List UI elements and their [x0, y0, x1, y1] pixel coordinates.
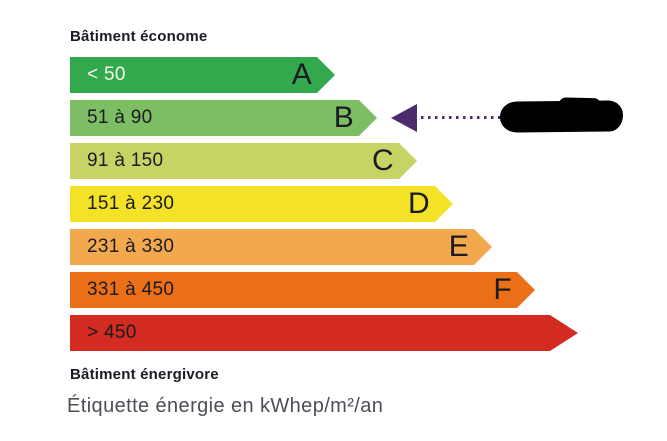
energy-class-bars: < 50 A 51 à 90 B 91 à 150 C 151 à 230 D … [70, 57, 578, 358]
redaction-mark [499, 97, 624, 133]
class-letter-a: A [291, 58, 312, 91]
energy-bar-c: 91 à 150 C [70, 143, 417, 179]
class-letter-e: E [448, 230, 469, 263]
economical-building-label: Bâtiment économe [70, 28, 208, 45]
energy-bar-g: > 450 [70, 315, 578, 351]
range-label-g: > 450 [87, 322, 137, 343]
dotted-connector-line [421, 116, 501, 119]
energy-bar-a: < 50 A [70, 57, 335, 93]
energy-bar-f: 331 à 450 F [70, 272, 535, 308]
range-label-b: 51 à 90 [87, 107, 153, 128]
range-label-f: 331 à 450 [87, 279, 175, 300]
class-letter-b: B [333, 101, 354, 134]
energy-bar-b: 51 à 90 B [70, 100, 377, 136]
class-letter-d: D [408, 187, 430, 220]
energy-bar-d: 151 à 230 D [70, 186, 453, 222]
energy-intensive-building-label: Bâtiment énergivore [70, 366, 219, 383]
redaction-mark-stroke [558, 97, 602, 113]
class-letter-c: C [372, 144, 394, 177]
range-label-a: < 50 [87, 64, 126, 85]
range-label-c: 91 à 150 [87, 150, 164, 171]
range-label-e: 231 à 330 [87, 236, 175, 257]
selection-arrow-icon [391, 104, 417, 132]
chart-caption: Étiquette énergie en kWhep/m²/an [67, 395, 384, 417]
class-letter-f: F [493, 273, 512, 306]
range-label-d: 151 à 230 [87, 193, 175, 214]
energy-bar-e: 231 à 330 E [70, 229, 492, 265]
